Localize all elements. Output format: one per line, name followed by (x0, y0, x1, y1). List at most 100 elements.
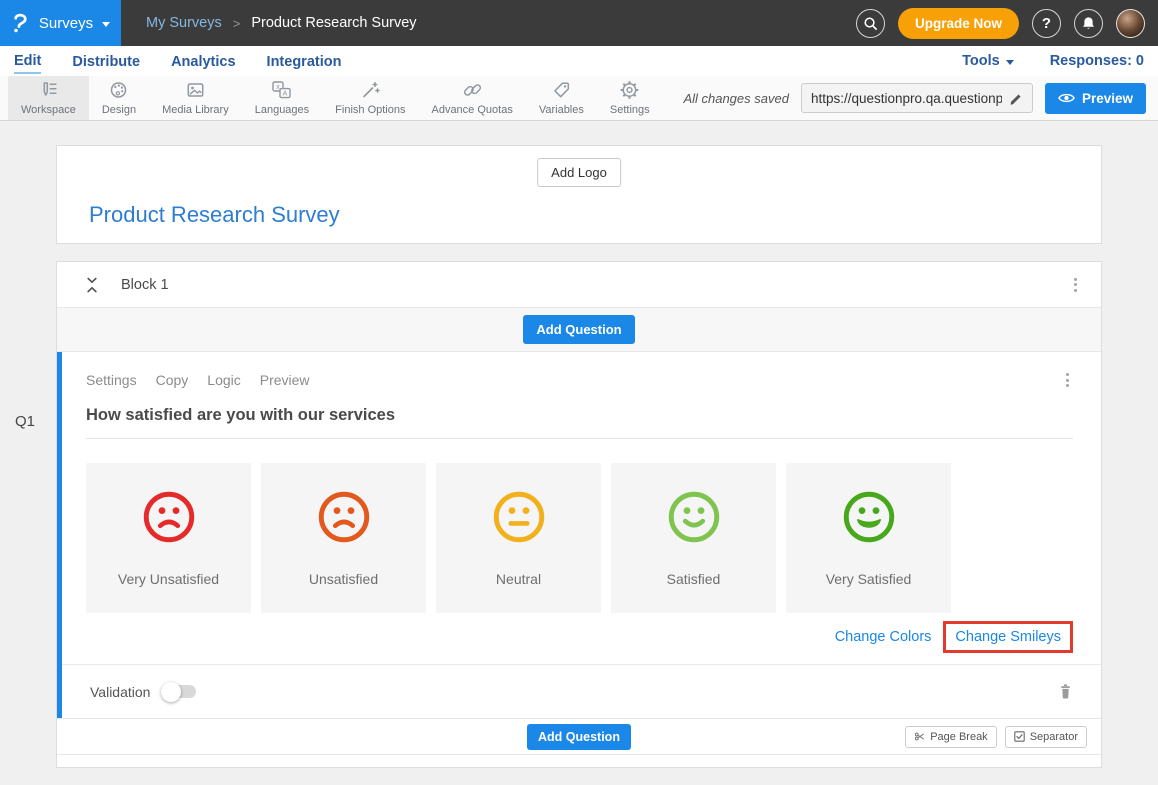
footer-right-buttons: Page Break Separator (905, 726, 1087, 748)
toolbar-item-advance-quotas[interactable]: Advance Quotas (418, 76, 525, 120)
tab-edit[interactable]: Edit (14, 49, 41, 74)
breadcrumb-current-survey: Product Research Survey (251, 15, 416, 31)
unsatisfied-smiley-icon (316, 463, 372, 550)
smiley-option-label: Satisfied (667, 571, 721, 587)
upgrade-now-button[interactable]: Upgrade Now (898, 8, 1019, 39)
toolbar-item-label: Workspace (21, 104, 76, 116)
question-logic-link[interactable]: Logic (207, 372, 240, 388)
change-smileys-link[interactable]: Change Smileys (946, 624, 1070, 650)
smiley-option-very-satisfied[interactable]: Very Satisfied (786, 463, 951, 613)
search-icon (863, 16, 878, 31)
question-preview-link[interactable]: Preview (260, 372, 310, 388)
page-break-button[interactable]: Page Break (905, 726, 996, 748)
toolbar-item-label: Media Library (162, 104, 229, 116)
smiley-links-row: Change Colors Change Smileys (86, 621, 1073, 653)
scissors-icon (914, 731, 925, 742)
question-settings-link[interactable]: Settings (86, 372, 137, 388)
chain-links-icon (462, 80, 483, 100)
collapse-block-icon[interactable] (85, 277, 99, 293)
very-satisfied-smiley-icon (841, 463, 897, 550)
checkbox-checked-icon (1014, 731, 1025, 742)
toolbar-item-media-library[interactable]: Media Library (149, 76, 242, 120)
preview-button[interactable]: Preview (1045, 83, 1146, 114)
gear-icon (619, 80, 640, 100)
change-smileys-highlight-box: Change Smileys (943, 621, 1073, 653)
block-options-menu-icon[interactable] (1070, 274, 1081, 296)
very-unsatisfied-smiley-icon (141, 463, 197, 550)
add-question-button-top[interactable]: Add Question (523, 315, 634, 344)
help-button[interactable]: ? (1032, 9, 1061, 38)
smiley-option-neutral[interactable]: Neutral (436, 463, 601, 613)
surveys-menu-label: Surveys (39, 15, 93, 32)
toolbar-item-label: Design (102, 104, 136, 116)
smiley-option-label: Unsatisfied (309, 571, 378, 587)
editor-canvas: Add Logo Product Research Survey Block 1… (0, 121, 1158, 768)
toolbar-item-label: Variables (539, 104, 584, 116)
preview-button-label: Preview (1082, 91, 1133, 106)
smiley-option-very-unsatisfied[interactable]: Very Unsatisfied (86, 463, 251, 613)
user-avatar[interactable] (1116, 9, 1145, 38)
separator-label: Separator (1030, 731, 1078, 743)
chevron-down-icon (102, 22, 110, 27)
question-options-menu-icon[interactable] (1062, 369, 1073, 391)
validation-label: Validation (90, 684, 150, 700)
surveys-menu[interactable]: Surveys (0, 0, 121, 46)
bell-icon (1081, 16, 1096, 31)
add-logo-button[interactable]: Add Logo (537, 158, 621, 187)
satisfied-smiley-icon (666, 463, 722, 550)
eye-icon (1058, 92, 1075, 104)
tab-distribute[interactable]: Distribute (72, 50, 140, 73)
toolbar-item-label: Settings (610, 104, 650, 116)
block-title[interactable]: Block 1 (121, 277, 169, 293)
topbar-actions: Upgrade Now ? (856, 8, 1145, 39)
neutral-smiley-icon (491, 463, 547, 550)
toolbar-item-workspace[interactable]: Workspace (8, 76, 89, 120)
smiley-option-label: Very Unsatisfied (118, 571, 219, 587)
questionpro-logo-icon (11, 11, 30, 35)
question-id-label: Q1 (15, 413, 35, 430)
toolbar-item-settings[interactable]: Settings (597, 76, 663, 120)
survey-title[interactable]: Product Research Survey (89, 202, 340, 228)
survey-url-field[interactable]: https://questionpro.qa.questionp (801, 83, 1033, 113)
change-colors-link[interactable]: Change Colors (826, 622, 941, 652)
smiley-option-label: Neutral (496, 571, 541, 587)
toolbar-item-design[interactable]: Design (89, 76, 149, 120)
toolbar-item-label: Finish Options (335, 104, 405, 116)
validation-toggle[interactable] (163, 685, 196, 698)
tools-menu[interactable]: Tools (962, 53, 1014, 69)
search-button[interactable] (856, 9, 885, 38)
question-card: Settings Copy Logic Preview How satisfie… (57, 352, 1101, 718)
smiley-option-satisfied[interactable]: Satisfied (611, 463, 776, 613)
image-icon (185, 80, 206, 100)
translate-icon: x A (271, 80, 292, 100)
toolbar-item-languages[interactable]: x A Languages (242, 76, 322, 120)
toolbar-item-finish-options[interactable]: Finish Options (322, 76, 418, 120)
tag-icon (551, 80, 572, 100)
block-card: Block 1 Add Question Settings Copy Logic… (56, 261, 1102, 768)
separator-button[interactable]: Separator (1005, 726, 1087, 748)
add-question-button-bottom[interactable]: Add Question (527, 724, 631, 750)
delete-question-button[interactable] (1058, 683, 1073, 700)
responses-count[interactable]: Responses: 0 (1050, 53, 1144, 69)
workspace-icon (38, 80, 59, 100)
tools-menu-label: Tools (962, 53, 1000, 69)
nav-right: Tools Responses: 0 (962, 53, 1144, 69)
toolbar-item-label: Languages (255, 104, 309, 116)
palette-icon (108, 80, 129, 100)
toolbar-item-variables[interactable]: Variables (526, 76, 597, 120)
question-title[interactable]: How satisfied are you with our services (86, 406, 1073, 425)
survey-url-value: https://questionpro.qa.questionp (811, 91, 1002, 106)
tab-analytics[interactable]: Analytics (171, 50, 235, 73)
smiley-option-unsatisfied[interactable]: Unsatisfied (261, 463, 426, 613)
survey-nav: Edit Distribute Analytics Integration To… (0, 46, 1158, 76)
tab-integration[interactable]: Integration (267, 50, 342, 73)
add-question-row-bottom: Add Question Page Break (57, 718, 1101, 755)
question-divider (86, 438, 1073, 439)
toolbar-item-label: Advance Quotas (431, 104, 512, 116)
question-copy-link[interactable]: Copy (156, 372, 189, 388)
notifications-button[interactable] (1074, 9, 1103, 38)
breadcrumb-my-surveys[interactable]: My Surveys (146, 15, 222, 31)
edit-pencil-icon[interactable] (1009, 91, 1023, 105)
breadcrumb: My Surveys > Product Research Survey (146, 15, 417, 31)
question-mark-icon: ? (1042, 15, 1051, 32)
